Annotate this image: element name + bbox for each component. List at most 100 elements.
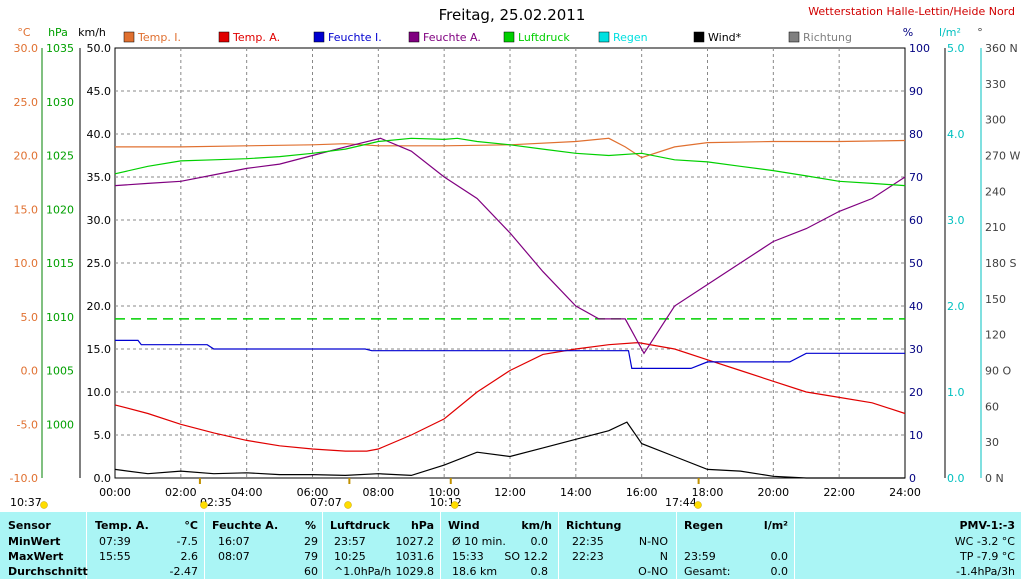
station-name: Wetterstation Halle-Lettin/Heide Nord [808, 5, 1015, 18]
time-marker-sunrise: 07:07 [310, 496, 342, 509]
direction-axis-tick: 150 [985, 293, 1006, 306]
summary-temp-time: 15:55 [99, 550, 131, 563]
sun-icon [200, 501, 208, 509]
summary-hum-val: 29 [304, 535, 318, 548]
direction-axis-tick: 210 [985, 221, 1006, 234]
rain-axis-tick: 0.0 [947, 472, 965, 485]
series-feuchte-i- [115, 339, 905, 369]
legend-swatch [598, 31, 610, 43]
humidity-axis-tick: 100 [909, 42, 930, 55]
summary-dir-time: 22:23 [572, 550, 604, 563]
legend-label: Temp. I. [137, 31, 181, 44]
rain-axis-tick: 2.0 [947, 300, 965, 313]
temp-axis-tick: 15.0 [14, 203, 39, 216]
humidity-axis-tick: 50 [909, 257, 923, 270]
time-tick: 10:00 [428, 486, 460, 499]
summary-wind-label: 18.6 km [452, 565, 498, 578]
summary-pmv: TP -7.9 °C [960, 550, 1015, 563]
series-luftdruck [114, 137, 906, 187]
summary-press-val: 1027.2 [395, 535, 435, 548]
legend-label: Wind* [708, 31, 742, 44]
header-sensor: Sensor [8, 519, 51, 532]
legend-label: Feuchte I. [328, 31, 382, 44]
unit-pressure_unit: hPa [48, 26, 68, 39]
summary-rain-val: 0.0 [770, 565, 789, 578]
time-tick: 04:00 [231, 486, 263, 499]
pressure-axis-tick: 1000 [46, 418, 74, 431]
rain-axis-tick: 3.0 [947, 214, 965, 227]
humidity-axis-tick: 70 [909, 171, 923, 184]
header-humidity-unit: % [304, 519, 316, 532]
time-tick: 20:00 [757, 486, 789, 499]
header-temp-unit: °C [184, 519, 198, 532]
pressure-axis-tick: 1035 [46, 42, 74, 55]
col-pmv [794, 512, 1021, 579]
humidity-axis-tick: 90 [909, 85, 923, 98]
temp-axis-tick: 0.0 [21, 365, 39, 378]
pressure-axis-tick: 1030 [46, 96, 74, 109]
summary-hum-time: 16:07 [218, 535, 250, 548]
wind-axis-tick: 40.0 [87, 128, 112, 141]
legend-swatch [503, 31, 515, 43]
pressure-axis-tick: 1015 [46, 257, 74, 270]
time-tick: 14:00 [560, 486, 592, 499]
unit-dir_unit: ° [977, 26, 983, 39]
direction-axis-tick: 30 [985, 436, 999, 449]
wind-axis-tick: 0.0 [94, 472, 112, 485]
summary-hum-val: 79 [304, 550, 318, 563]
humidity-axis-tick: 80 [909, 128, 923, 141]
wind-axis-tick: 10.0 [87, 386, 112, 399]
header-pmv: PMV-1:-3 [959, 519, 1015, 532]
col-rain [676, 512, 795, 579]
series-layer [114, 137, 906, 479]
header-rain-unit: l/m² [763, 519, 788, 532]
summary-hum-val: 60 [304, 565, 318, 578]
legend-swatch [123, 31, 135, 43]
summary-panel: Sensor Temp. A. °C Feuchte A. % Luftdruc… [0, 512, 1021, 579]
header-pressure-unit: hPa [410, 519, 434, 532]
series-feuchte-a- [114, 137, 906, 355]
summary-dir-time: 22:35 [572, 535, 604, 548]
summary-dir-val: O-NO [638, 565, 668, 578]
temp-axis-tick: 30.0 [14, 42, 39, 55]
temp-axis-tick: 20.0 [14, 150, 39, 163]
direction-axis-tick: 90 O [985, 365, 1011, 378]
summary-press-time: ^1.0hPa/h [334, 565, 392, 578]
summary-temp-val: 2.6 [180, 550, 199, 563]
summary-pmv: WC -3.2 °C [954, 535, 1015, 548]
header-wind: Wind [448, 519, 480, 532]
time-tick: 18:00 [692, 486, 724, 499]
direction-axis-tick: 330 [985, 78, 1006, 91]
rain-axis-tick: 1.0 [947, 386, 965, 399]
legend-swatch [693, 31, 705, 43]
summary-wind-val: 0.0 [530, 535, 549, 548]
col-wind [440, 512, 559, 579]
summary-label: MaxWert [8, 550, 64, 563]
time-tick: 08:00 [362, 486, 394, 499]
humidity-axis-tick: 0 [909, 472, 916, 485]
direction-axis-tick: 360 N [985, 42, 1018, 55]
sun-icon [344, 501, 352, 509]
weather-chart: Freitag, 25.02.2011 Wetterstation Halle-… [10, 5, 1021, 509]
time-tick: 24:00 [889, 486, 921, 499]
header-direction: Richtung [566, 519, 622, 532]
summary-temp-val: -2.47 [169, 565, 198, 578]
summary-rain-val: 0.0 [770, 550, 789, 563]
axes: 30.0 25.0 20.0 15.0 10.0 5.0 0.0 -5.0 -10.0 1035 1… [10, 26, 1021, 499]
wind-axis-tick: 20.0 [87, 300, 112, 313]
col-pressure [322, 512, 441, 579]
wind-axis-tick: 15.0 [87, 343, 112, 356]
header-wind-unit: km/h [521, 519, 552, 532]
time-tick: 02:00 [165, 486, 197, 499]
rain-axis-tick: 5.0 [947, 42, 965, 55]
legend-label: Feuchte A. [423, 31, 481, 44]
pressure-axis-tick: 1005 [46, 365, 74, 378]
wind-axis-tick: 25.0 [87, 257, 112, 270]
chart-title: Freitag, 25.02.2011 [439, 6, 586, 24]
grid [115, 48, 905, 478]
unit-humidity_unit: % [903, 26, 913, 39]
series-wind- [114, 421, 905, 479]
legend-label: Regen [613, 31, 648, 44]
pressure-axis-tick: 1010 [46, 311, 74, 324]
pressure-axis-tick: 1025 [46, 150, 74, 163]
